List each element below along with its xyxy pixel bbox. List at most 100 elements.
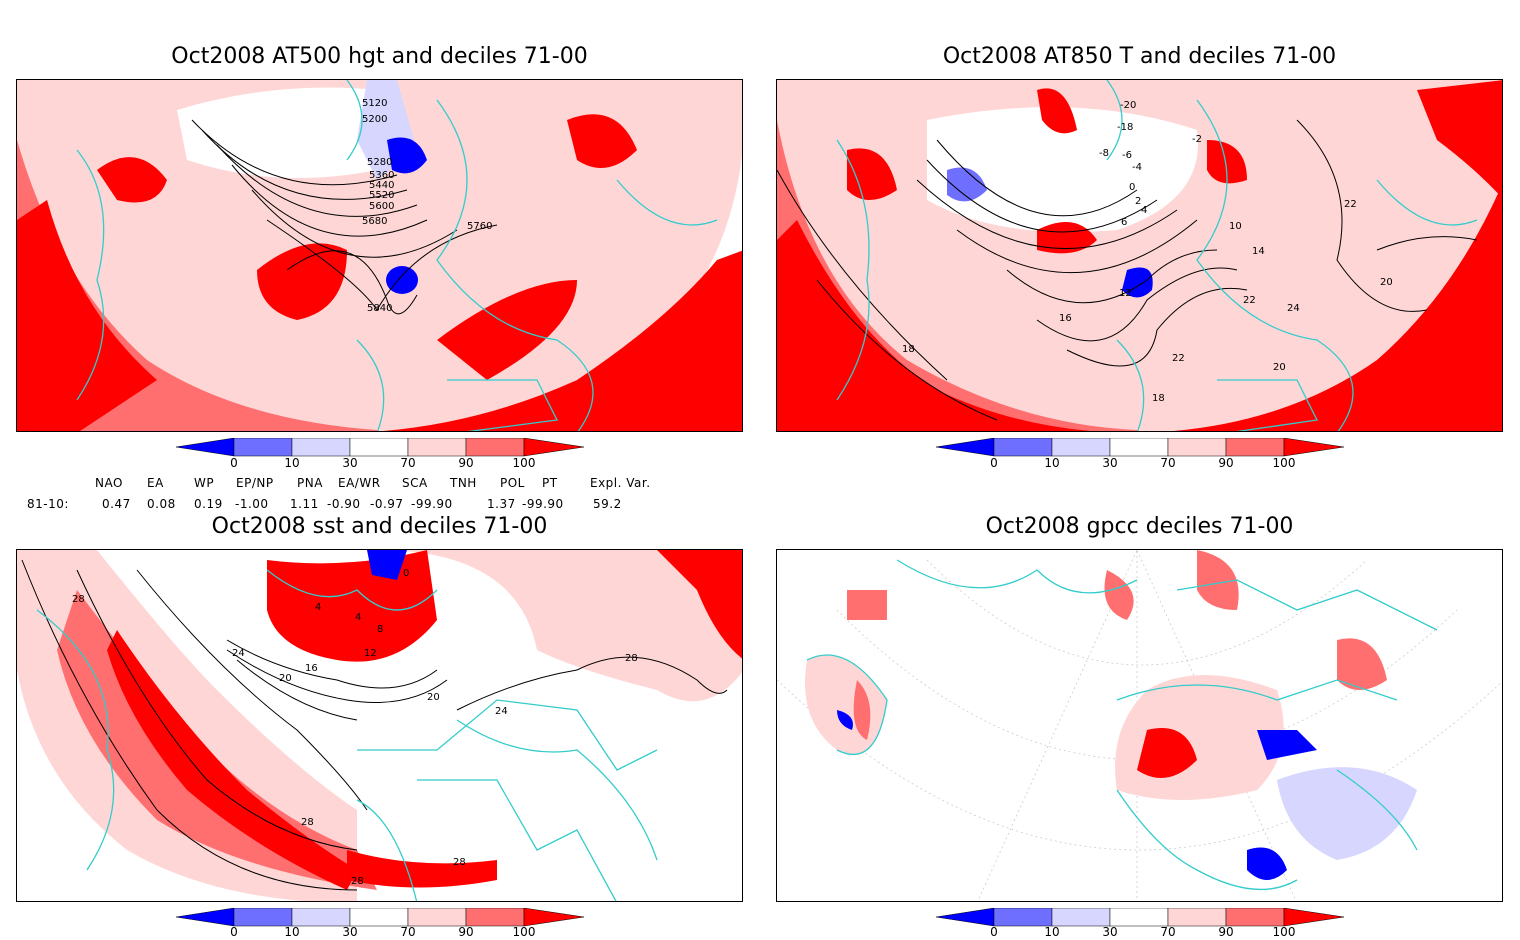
colorbar: 0 10 30 70 90 100 xyxy=(935,437,1346,478)
contour-label: 12 xyxy=(1119,288,1132,299)
colorbar-label: 100 xyxy=(1272,925,1296,939)
map-panel-sst: 0 4 4 8 12 16 20 20 24 24 28 28 28 28 28 xyxy=(16,549,743,902)
map-panel-gpcc xyxy=(776,549,1503,902)
colorbar-label: 100 xyxy=(1272,456,1296,470)
index-value: 0.47 xyxy=(102,497,131,511)
colorbar-label: 90 xyxy=(458,925,474,939)
contour-label: 24 xyxy=(232,648,245,659)
contour-label: 5600 xyxy=(369,201,394,212)
colorbar-label: 70 xyxy=(400,925,416,939)
contour-label: 28 xyxy=(351,876,364,887)
contour-label: 20 xyxy=(279,673,292,684)
contour-label: 22 xyxy=(1243,295,1256,306)
index-value: 0.08 xyxy=(147,497,176,511)
index-header: EA xyxy=(147,476,164,490)
colorbar-swatches xyxy=(175,907,585,927)
contour-label: 14 xyxy=(1252,246,1265,257)
index-header: EA/WR xyxy=(338,476,381,490)
colorbar-label: 70 xyxy=(1160,925,1176,939)
contour-label: -6 xyxy=(1122,150,1132,161)
contour-label: 16 xyxy=(305,663,318,674)
colorbar-swatches xyxy=(935,907,1345,927)
colorbar-label: 100 xyxy=(512,925,536,939)
colorbar-label: 0 xyxy=(990,925,998,939)
index-value: -1.00 xyxy=(235,497,269,511)
contour-label: 28 xyxy=(72,594,85,605)
colorbar-label: 90 xyxy=(458,456,474,470)
panel-title-at850: Oct2008 AT850 T and deciles 71-00 xyxy=(942,44,1337,69)
colorbar-label: 30 xyxy=(342,456,358,470)
panel-title-at500: Oct2008 AT500 hgt and deciles 71-00 xyxy=(171,44,588,69)
colorbar-label: 90 xyxy=(1218,456,1234,470)
contour-label: 5760 xyxy=(467,221,492,232)
colorbar-label: 10 xyxy=(284,456,300,470)
index-header: Expl. Var. xyxy=(590,476,651,490)
index-header: PT xyxy=(542,476,558,490)
map-panel-at850: -20 -18 -8 -6 -4 -2 0 2 4 6 10 12 14 16 … xyxy=(776,79,1503,432)
index-header: NAO xyxy=(95,476,123,490)
contour-label: 22 xyxy=(1344,199,1357,210)
contour-label: 18 xyxy=(1152,393,1165,404)
index-value: 1.37 xyxy=(487,497,516,511)
contour-label: 5200 xyxy=(362,114,387,125)
index-value: 59.2 xyxy=(593,497,622,511)
contour-label: 24 xyxy=(495,706,508,717)
index-header: EP/NP xyxy=(236,476,274,490)
colorbar-label: 100 xyxy=(512,456,536,470)
contour-label: 5680 xyxy=(362,216,387,227)
contour-label: 20 xyxy=(1380,277,1393,288)
contour-label: 4 xyxy=(1141,205,1147,216)
contour-label: 28 xyxy=(301,817,314,828)
index-header: SCA xyxy=(402,476,428,490)
contour-label: 5840 xyxy=(367,303,392,314)
colorbar-label: 70 xyxy=(1160,456,1176,470)
index-value: -0.90 xyxy=(327,497,361,511)
map-panel-at500: 5120 5200 5280 5360 5440 5520 5600 5680 … xyxy=(16,79,743,432)
colorbar-label: 30 xyxy=(342,925,358,939)
contour-label: 12 xyxy=(364,648,377,659)
contour-label: 20 xyxy=(1273,362,1286,373)
colorbar-label: 90 xyxy=(1218,925,1234,939)
contour-label: -20 xyxy=(1120,100,1136,111)
contour-label: 10 xyxy=(1229,221,1242,232)
colorbar-label: 10 xyxy=(1044,925,1060,939)
index-value: -0.97 xyxy=(370,497,404,511)
colorbar-label: 10 xyxy=(284,925,300,939)
index-value: 0.19 xyxy=(194,497,223,511)
colorbar-label: 30 xyxy=(1102,925,1118,939)
contour-label: 16 xyxy=(1059,313,1072,324)
index-header: TNH xyxy=(450,476,477,490)
colorbar: 0 10 30 70 90 100 xyxy=(175,437,586,478)
colorbar-label: 0 xyxy=(230,925,238,939)
contour-label: 5280 xyxy=(367,157,392,168)
colorbar-label: 30 xyxy=(1102,456,1118,470)
colorbar-label: 70 xyxy=(400,456,416,470)
contour-label: 24 xyxy=(1287,303,1300,314)
colorbar-label: 0 xyxy=(230,456,238,470)
colorbar-label: 0 xyxy=(990,456,998,470)
panel-title-sst: Oct2008 sst and deciles 71-00 xyxy=(211,514,548,539)
contour-label: 4 xyxy=(355,612,361,623)
index-value: 1.11 xyxy=(290,497,319,511)
index-header: POL xyxy=(500,476,525,490)
contour-label: 2 xyxy=(1135,196,1141,207)
index-value: -99.90 xyxy=(411,497,453,511)
contour-label: 5360 xyxy=(369,170,394,181)
contour-label: -18 xyxy=(1117,122,1133,133)
contour-label: 0 xyxy=(1129,182,1135,193)
contour-label: 6 xyxy=(1121,217,1127,228)
index-header: WP xyxy=(194,476,215,490)
colorbar-label: 10 xyxy=(1044,456,1060,470)
contour-label: 4 xyxy=(315,602,321,613)
contour-label: 22 xyxy=(1172,353,1185,364)
contour-label: 18 xyxy=(902,344,915,355)
contour-label: 5440 xyxy=(369,180,394,191)
contour-label: 0 xyxy=(403,568,409,579)
index-header: PNA xyxy=(297,476,323,490)
contour-label: -8 xyxy=(1099,148,1109,159)
panel-title-gpcc: Oct2008 gpcc deciles 71-00 xyxy=(985,514,1294,539)
colorbar: 0 10 30 70 90 100 xyxy=(175,907,586,940)
index-row-label: 81-10: xyxy=(27,497,69,511)
contour-label: 8 xyxy=(377,624,383,635)
contour-label: 20 xyxy=(427,692,440,703)
